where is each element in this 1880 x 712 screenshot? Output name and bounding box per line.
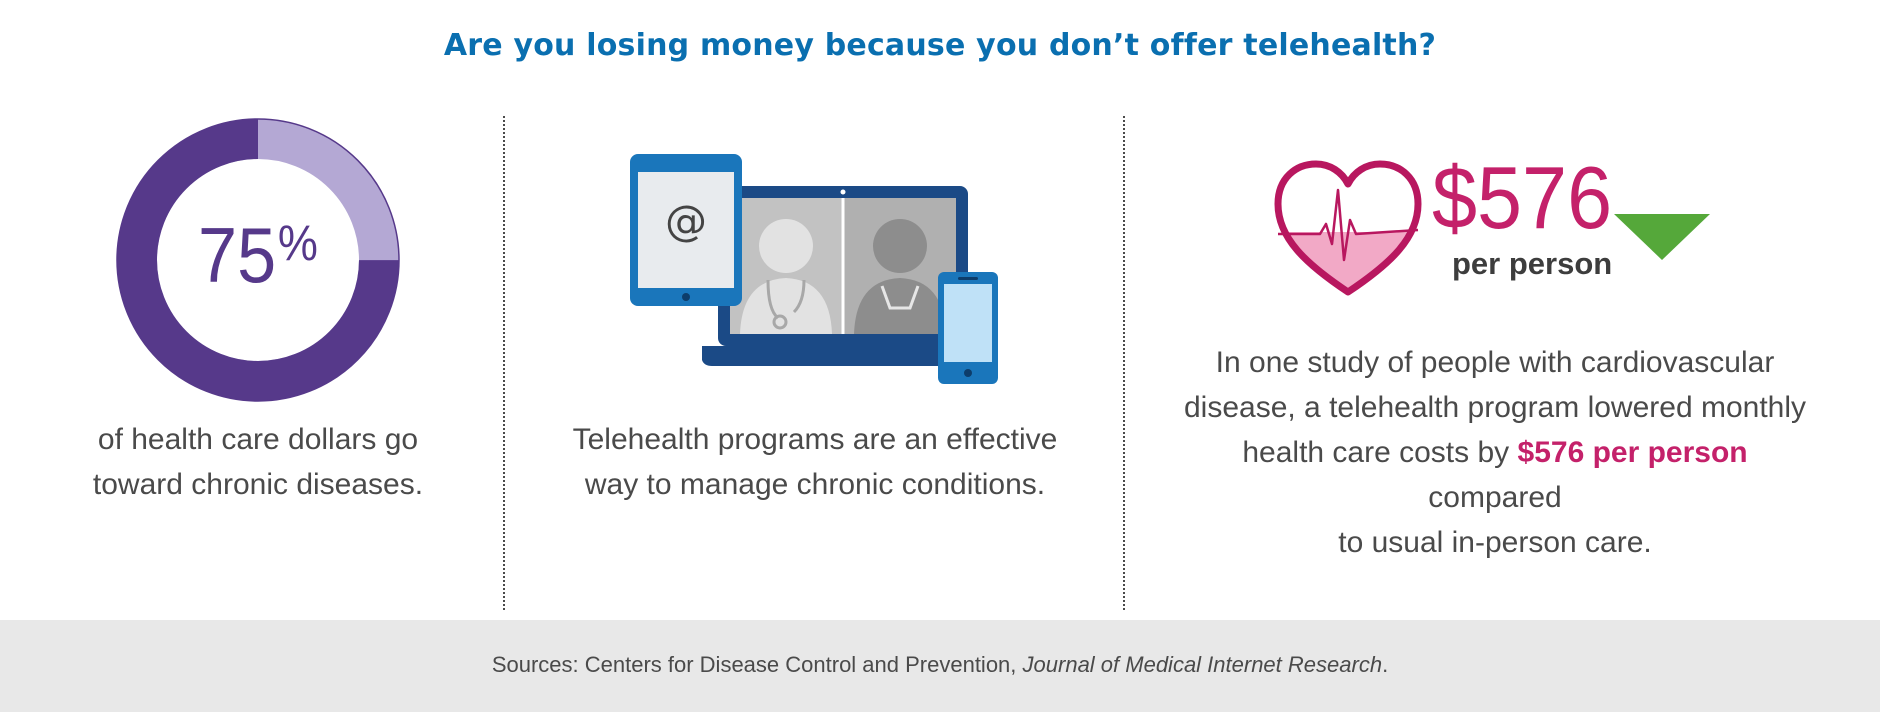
caption-line: Telehealth programs are an effective xyxy=(572,423,1058,456)
column-divider-right xyxy=(1123,116,1125,610)
telehealth-effective-caption: Telehealth programs are an effective way… xyxy=(560,417,1070,507)
caption-text: compared xyxy=(1428,481,1562,514)
sources-text: Sources: Centers for Disease Control and… xyxy=(0,652,1880,678)
highlight-savings: $576 per person xyxy=(1517,436,1748,469)
down-arrow-icon xyxy=(1614,214,1710,260)
study-caption: In one study of people with cardiovascul… xyxy=(1175,340,1815,565)
sources-journal: Journal of Medical Internet Research xyxy=(1022,652,1383,677)
caption-line: of health care dollars go xyxy=(97,423,419,456)
caption-line: In one study of people with cardiovascul… xyxy=(1215,346,1775,379)
percent-sign: % xyxy=(277,215,318,271)
sources-prefix: Sources: Centers for Disease Control and… xyxy=(491,652,1023,677)
donut-share-arc xyxy=(117,119,399,401)
caption-line: disease, a telehealth program lowered mo… xyxy=(1183,391,1807,424)
donut-outline xyxy=(116,118,400,402)
donut-percent-label: 75% xyxy=(130,210,386,301)
percent-number: 75 xyxy=(198,211,277,299)
savings-amount: $576 xyxy=(1432,148,1613,247)
caption-line: to usual in-person care. xyxy=(1338,526,1652,559)
chronic-spending-caption: of health care dollars go toward chronic… xyxy=(60,417,456,507)
caption-line: toward chronic diseases. xyxy=(92,468,424,501)
phone-icon xyxy=(938,272,998,384)
page-title: Are you losing money because you don’t o… xyxy=(443,28,1437,63)
telehealth-devices-icon: @ xyxy=(630,154,998,384)
heart-rate-icon xyxy=(1274,160,1422,296)
caption-line: health care costs by $576 per person com… xyxy=(1175,430,1815,520)
caption-text: health care costs by xyxy=(1242,436,1518,469)
sources-footer: Sources: Centers for Disease Control and… xyxy=(0,620,1880,712)
savings-unit: per person xyxy=(1452,246,1613,281)
tablet-icon: @ xyxy=(630,154,742,306)
column-divider-left xyxy=(503,116,505,610)
at-symbol: @ xyxy=(665,196,707,245)
caption-line: way to manage chronic conditions. xyxy=(584,468,1046,501)
sources-suffix: . xyxy=(1382,652,1389,677)
donut-chart xyxy=(116,118,400,402)
laptop-icon xyxy=(702,186,984,366)
